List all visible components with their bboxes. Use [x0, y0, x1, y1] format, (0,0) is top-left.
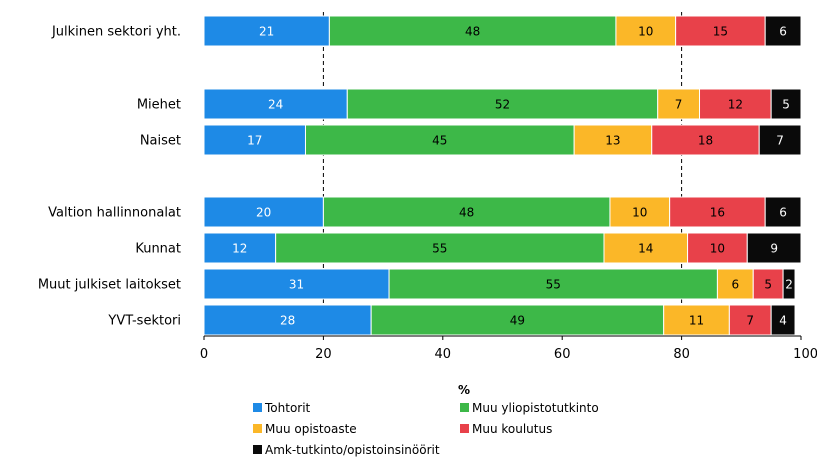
data-label: 7 — [746, 314, 754, 328]
data-label: 18 — [698, 134, 713, 148]
data-label: 9 — [770, 242, 778, 256]
bar-segment — [770, 304, 796, 336]
legend-label: Muu koulutus — [472, 422, 552, 436]
bar-segment — [675, 15, 766, 47]
bar-segment — [728, 304, 772, 336]
x-tick-label: 100 — [793, 347, 817, 362]
data-label: 15 — [713, 25, 728, 39]
data-label: 55 — [546, 278, 561, 292]
data-label: 31 — [289, 278, 304, 292]
bar-segment — [764, 196, 802, 228]
x-tick-label: 20 — [315, 347, 332, 362]
category-label: Miehet — [137, 98, 181, 113]
data-label: 6 — [779, 25, 787, 39]
bar-segment — [203, 88, 348, 120]
bar-segment — [752, 268, 784, 300]
data-label: 48 — [459, 206, 474, 220]
category-label: Naiset — [140, 134, 181, 149]
legend-label: Muu opistoaste — [265, 422, 357, 436]
bar-segment — [203, 304, 372, 336]
bar-segment — [328, 15, 617, 47]
bar-segment — [603, 232, 689, 264]
data-label: 55 — [432, 242, 447, 256]
data-label: 45 — [432, 134, 447, 148]
bar-segment — [203, 196, 324, 228]
bar-segment — [203, 124, 306, 156]
data-label: 11 — [689, 314, 704, 328]
data-label: 16 — [710, 206, 725, 220]
legend-swatch — [460, 403, 469, 412]
bar-segment — [657, 88, 701, 120]
data-label: 10 — [710, 242, 725, 256]
category-label: Julkinen sektori yht. — [51, 25, 181, 40]
data-label: 12 — [232, 242, 247, 256]
category-labels: Julkinen sektori yht. Miehet Naiset Valtion… — [38, 25, 181, 329]
data-label: 13 — [605, 134, 620, 148]
bar-segment — [770, 88, 802, 120]
bar-segment — [669, 196, 766, 228]
x-axis-title: % — [458, 383, 470, 397]
bar-segment — [275, 232, 605, 264]
category-label: YVT-sektori — [107, 314, 181, 329]
data-label: 7 — [776, 134, 784, 148]
data-label: 7 — [675, 98, 683, 112]
bar-segment — [304, 124, 575, 156]
data-label: 20 — [256, 206, 271, 220]
bar-segment — [764, 15, 802, 47]
bar-segment — [782, 268, 796, 300]
data-label: 14 — [638, 242, 653, 256]
bar-segment — [758, 124, 802, 156]
data-label: 10 — [638, 25, 653, 39]
legend-swatch — [460, 424, 469, 433]
bar-segment — [746, 232, 802, 264]
bar-segment — [573, 124, 653, 156]
data-label: 52 — [495, 98, 510, 112]
data-label: 4 — [779, 314, 787, 328]
x-tick-label: 60 — [554, 347, 571, 362]
legend-label: Amk-tutkinto/opistoinsinöörit — [265, 443, 440, 457]
legend: Tohtorit Muu yliopistotutkinto Muu opistoa… — [253, 401, 599, 457]
data-label: 2 — [785, 278, 793, 292]
bar-segment — [651, 124, 760, 156]
data-label: 12 — [728, 98, 743, 112]
data-label: 21 — [259, 25, 274, 39]
legend-label: Muu yliopistotutkinto — [472, 401, 599, 415]
data-label: 28 — [280, 314, 295, 328]
data-label: 49 — [510, 314, 525, 328]
data-label: 5 — [764, 278, 772, 292]
bar-segment — [346, 88, 659, 120]
legend-swatch — [253, 424, 262, 433]
bar-segment — [370, 304, 665, 336]
category-label: Valtion hallinnonalat — [48, 206, 181, 221]
x-axis: 0 20 40 60 80 100 — [200, 335, 817, 362]
bar-segment — [203, 268, 390, 300]
data-label: 48 — [465, 25, 480, 39]
category-label: Kunnat — [135, 242, 181, 257]
legend-swatch — [253, 403, 262, 412]
data-label: 17 — [247, 134, 262, 148]
bar-segment — [322, 196, 611, 228]
x-tick-label: 80 — [673, 347, 690, 362]
bar-segment — [699, 88, 772, 120]
bar-segment — [388, 268, 718, 300]
bar-segment — [609, 196, 671, 228]
bar-segment — [203, 15, 330, 47]
legend-swatch — [253, 445, 262, 454]
data-label: 24 — [268, 98, 283, 112]
category-label: Muut julkiset laitokset — [38, 278, 181, 293]
data-label: 6 — [732, 278, 740, 292]
bar-segment — [716, 268, 754, 300]
x-tick-label: 40 — [435, 347, 452, 362]
bar-segment — [203, 232, 277, 264]
legend-label: Tohtorit — [264, 401, 311, 415]
data-label: 10 — [632, 206, 647, 220]
bars: 21 48 10 15 624 52 7 12 517 45 13 18 720 48 10 16 612 55 1… — [203, 15, 802, 336]
x-tick-label: 0 — [200, 347, 208, 362]
data-label: 6 — [779, 206, 787, 220]
data-label: 5 — [782, 98, 790, 112]
